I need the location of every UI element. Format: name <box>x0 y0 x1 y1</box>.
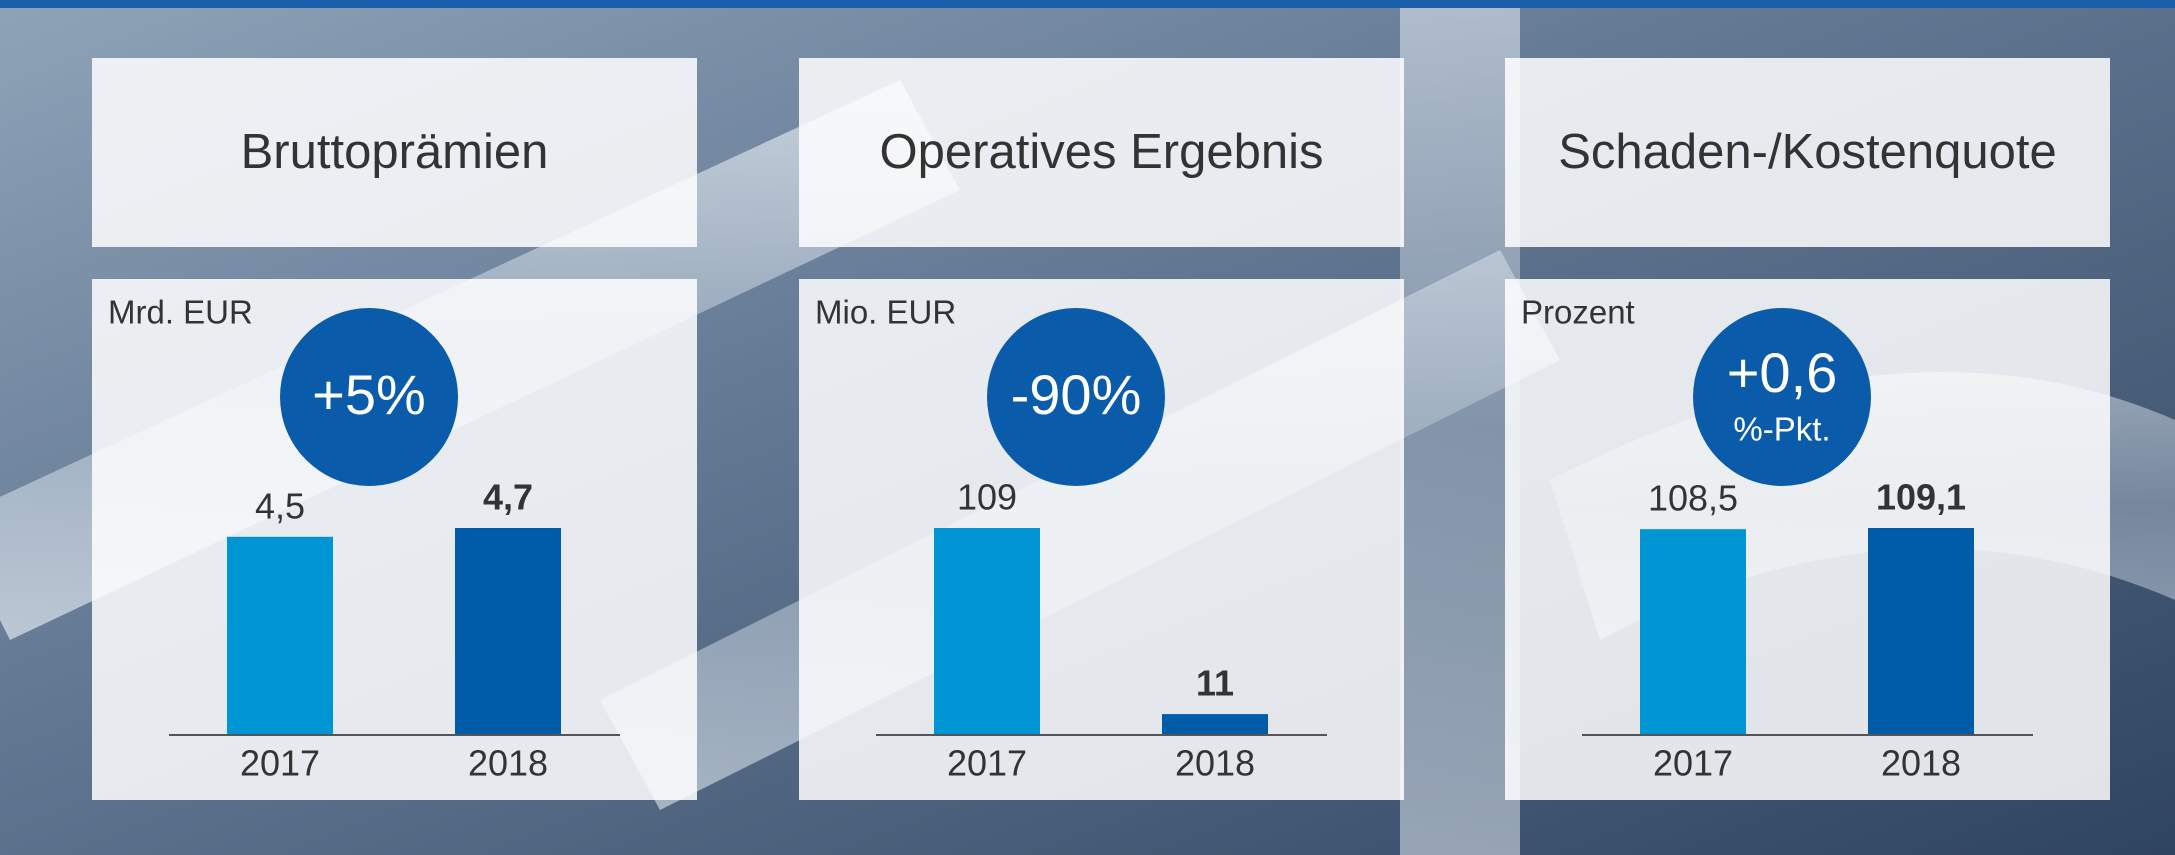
badge-text: +0,6 <box>1727 341 1838 404</box>
value-label: 4,7 <box>483 477 533 518</box>
category-label: 2017 <box>1653 743 1733 784</box>
badge-text: -90% <box>1011 363 1142 426</box>
category-label: 2018 <box>1881 743 1961 784</box>
value-label: 108,5 <box>1648 478 1738 519</box>
unit-label: Prozent <box>1521 294 1635 331</box>
bar <box>934 528 1040 735</box>
unit-label: Mio. EUR <box>815 294 956 331</box>
page: Bruttoprämien Mrd. EUR +5% 4,5 2017 4,7 2018 Op… <box>0 0 2175 855</box>
panel-title: Schaden-/Kostenquote <box>1558 125 2057 179</box>
bar <box>1162 714 1268 735</box>
category-label: 2018 <box>1175 743 1255 784</box>
badge-subtext: %-Pkt. <box>1733 411 1830 448</box>
bar <box>227 537 333 735</box>
value-label: 109 <box>957 477 1017 518</box>
value-label: 109,1 <box>1876 477 1966 518</box>
bar <box>1868 528 1974 735</box>
badge-text: +5% <box>312 363 426 426</box>
panel-title: Bruttoprämien <box>241 125 549 179</box>
value-label: 4,5 <box>255 485 305 526</box>
panel-title: Operatives Ergebnis <box>880 125 1324 179</box>
chart: Bruttoprämien Mrd. EUR +5% 4,5 2017 4,7 2018 Op… <box>0 0 2175 855</box>
category-label: 2017 <box>240 743 320 784</box>
bar <box>1640 529 1746 735</box>
category-label: 2017 <box>947 743 1027 784</box>
bar <box>455 528 561 735</box>
value-label: 11 <box>1196 663 1234 704</box>
unit-label: Mrd. EUR <box>108 294 253 331</box>
category-label: 2018 <box>468 743 548 784</box>
